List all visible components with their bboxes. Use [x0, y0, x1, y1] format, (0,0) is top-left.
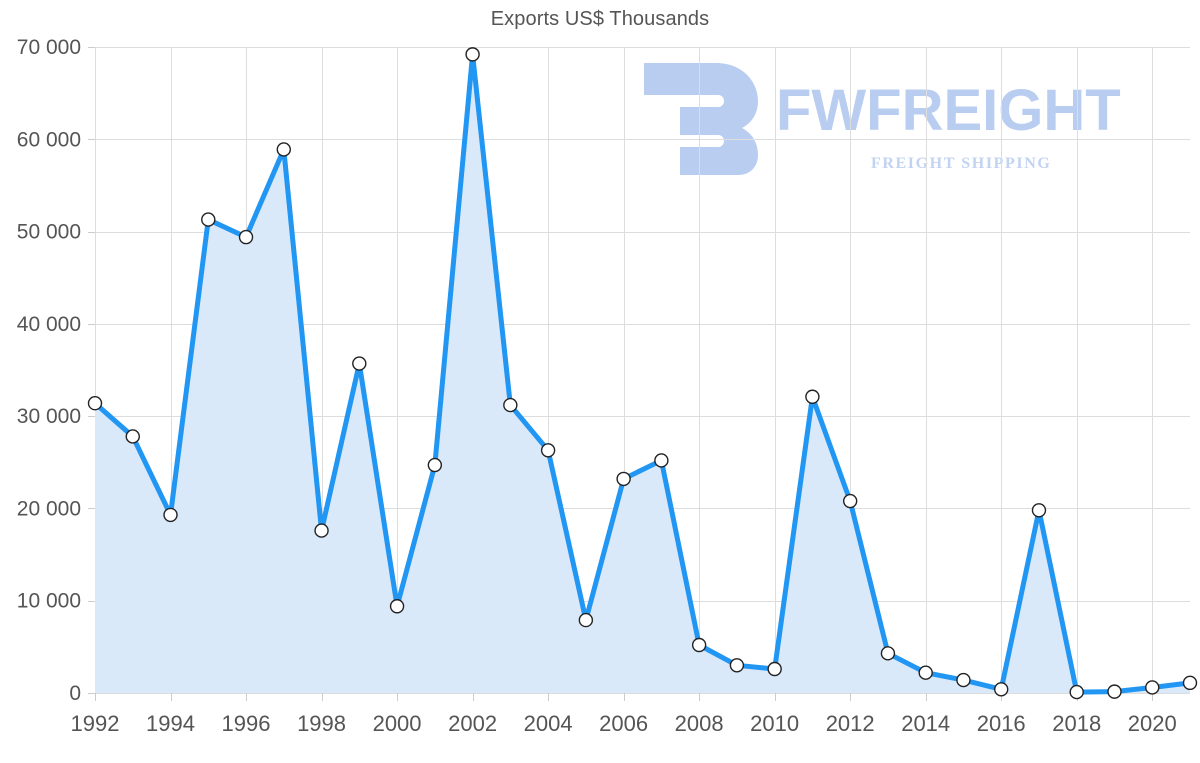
y-axis-tick-labels: 0 10 000 20 000 30 000 40 000 50 000 60 000 70 … — [17, 36, 81, 705]
data-point-marker[interactable]: 2013: 4300 — [880, 646, 896, 661]
data-point-marker[interactable]: 2011: 32100 — [805, 389, 820, 404]
x-axis-tick-label: 2016 — [977, 711, 1026, 736]
data-point-marker[interactable]: 2020: 600 — [1145, 680, 1160, 695]
x-axis-tick-labels: 1992 1994 1996 1998 2000 2002 2004 2006 2008 2010… — [71, 711, 1177, 736]
x-axis-tick-label: 2014 — [901, 711, 950, 736]
data-point-marker[interactable]: 2003: 31200 — [503, 397, 518, 413]
x-axis-tick-label: 2006 — [599, 711, 648, 736]
x-axis-tick-label: 2000 — [373, 711, 422, 736]
y-axis-tick-label: 20 000 — [17, 497, 81, 520]
x-axis-tick-label: 2010 — [750, 711, 799, 736]
data-point-marker[interactable]: 2000: 9400 — [389, 599, 405, 614]
data-point-marker[interactable]: 2017: 19800 — [1031, 503, 1047, 518]
data-point-marker[interactable]: 2008: 5200 — [691, 637, 707, 653]
y-axis-tick-label: 40 000 — [17, 313, 81, 336]
x-axis-tick-label: 1998 — [297, 711, 346, 736]
x-axis-tick-label: 2002 — [448, 711, 497, 736]
data-point-marker[interactable]: 1996: 49400 — [238, 229, 254, 245]
series-area-fill — [95, 54, 1190, 693]
data-point-marker[interactable]: 2005: 7900 — [578, 612, 594, 628]
data-point-marker[interactable]: 1994: 19300 — [163, 507, 178, 523]
x-axis-tick-label: 1996 — [222, 711, 271, 736]
y-axis-tick-label: 60 000 — [17, 128, 81, 151]
data-point-marker[interactable]: 2019: 150 — [1107, 684, 1122, 699]
data-point-marker[interactable]: 2006: 23200 — [616, 471, 631, 487]
data-point-marker[interactable]: 1992: 31400 — [87, 396, 103, 411]
chart-title: Exports US$ Thousands — [490, 8, 710, 30]
data-point-marker[interactable]: 2007: 25200 — [654, 453, 669, 468]
data-point-markers: 1992: 31400 1993: 27800 1994: 19300 1995: 5… — [87, 47, 1198, 700]
series-line-path — [92, 51, 1193, 695]
x-axis-tick-label: 1992 — [71, 711, 120, 736]
x-axis-tick-label: 2018 — [1052, 711, 1101, 736]
x-axis-tick-label: 2004 — [524, 711, 573, 736]
data-point-marker[interactable]: 1997: 58900 — [276, 142, 291, 157]
y-axis-tick-label: 70 000 — [17, 36, 81, 59]
data-point-marker[interactable]: 2004: 26300 — [540, 443, 556, 458]
x-axis-tick-label: 1994 — [146, 711, 195, 736]
y-axis-tick-label: 50 000 — [17, 221, 81, 244]
x-axis-tick-label: 2008 — [675, 711, 724, 736]
data-point-marker[interactable]: 1998: 17600 — [314, 523, 329, 538]
data-point-marker[interactable]: 2001: 24700 — [427, 457, 443, 473]
data-point-marker[interactable]: 2021: 1100 — [1182, 675, 1198, 691]
x-axis-tick-label: 2020 — [1128, 711, 1177, 736]
area-fill — [95, 54, 1190, 693]
data-point-marker[interactable]: 1995: 51300 — [201, 212, 216, 227]
data-point-marker[interactable]: 2010: 2600 — [767, 661, 782, 677]
data-point-marker[interactable]: 2002: 69200 — [465, 47, 480, 62]
data-point-marker[interactable]: 1993: 27800 — [125, 429, 140, 444]
y-axis-tick-label: 10 000 — [17, 590, 81, 613]
y-axis-tick-label: 30 000 — [17, 405, 81, 428]
data-point-marker[interactable]: 2015: 1400 — [956, 672, 971, 688]
data-point-marker[interactable]: 2016: 400 — [994, 682, 1009, 697]
data-point-marker[interactable]: 2018: 100 — [1069, 684, 1084, 700]
data-point-marker[interactable]: 1999: 35700 — [352, 356, 367, 371]
y-axis-tick-label: 0 — [69, 682, 81, 705]
data-point-marker[interactable]: 2012: 20800 — [842, 493, 858, 509]
series-line — [92, 51, 1193, 695]
x-axis-tick-label: 2012 — [826, 711, 875, 736]
